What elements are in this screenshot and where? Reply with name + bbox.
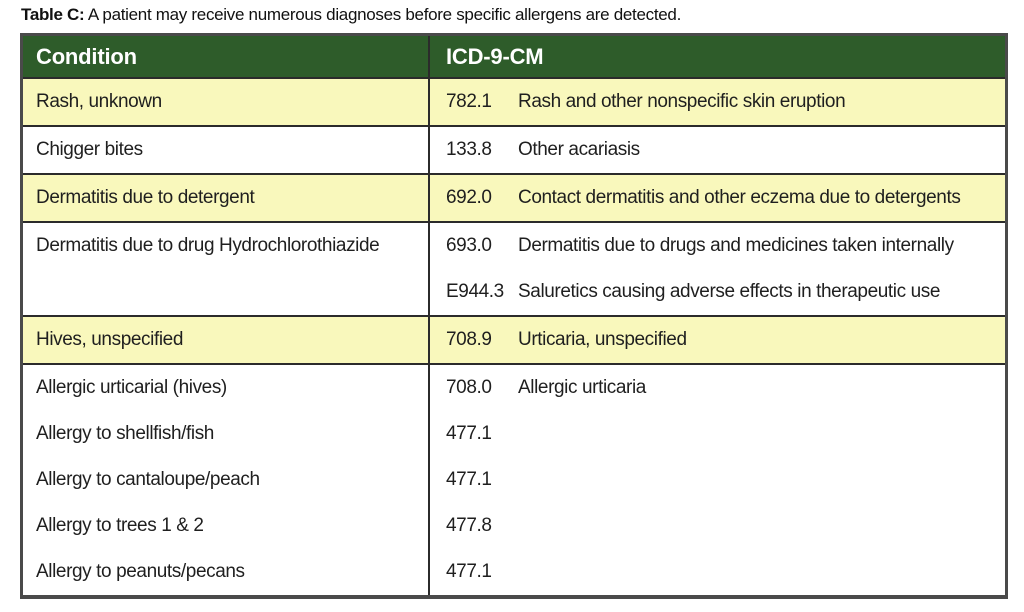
table-row-line: Hives, unspecified 708.9 Urticaria, unspec… — [23, 317, 1005, 363]
code-description-cell — [518, 503, 1005, 549]
table-row-line: E944.3 Saluretics causing adverse effects… — [23, 269, 1005, 315]
header-cell-icd9cm: ICD-9-CM — [446, 43, 544, 69]
table-row: Chigger bites 133.8 Other acariasis — [23, 125, 1005, 173]
condition-cell: Hives, unspecified — [23, 317, 430, 363]
table-row-line: Allergic urticarial (hives) 708.0 Allergic… — [23, 365, 1005, 411]
condition-cell: Dermatitis due to detergent — [23, 175, 430, 221]
icd-code-cell: 477.1 — [446, 423, 492, 444]
icd-code-cell: 133.8 — [446, 139, 492, 160]
condition-cell: Rash, unknown — [23, 79, 430, 125]
diagnosis-codes-table: Condition ICD-9-CM Rash, unknown 782.1 Ras… — [20, 33, 1008, 599]
icd-code-cell: 692.0 — [446, 187, 492, 208]
table-row: Allergic urticarial (hives) 708.0 Allergic… — [23, 363, 1005, 595]
table-caption: Table C: A patient may receive numerous … — [21, 5, 681, 25]
code-description-cell — [518, 457, 1005, 503]
table-caption-text: A patient may receive numerous diagnoses… — [87, 5, 681, 24]
code-description-cell — [518, 411, 1005, 457]
code-description-cell: Dermatitis due to drugs and medicines ta… — [518, 235, 954, 256]
table-caption-label: Table C: — [21, 5, 85, 24]
code-description-cell: Other acariasis — [518, 139, 640, 160]
icd-code-cell: 693.0 — [446, 235, 492, 256]
icd-code-cell: 708.9 — [446, 329, 492, 350]
condition-cell: Allergy to trees 1 & 2 — [23, 503, 430, 549]
table-row-line: Allergy to shellfish/fish 477.1 — [23, 411, 1005, 457]
condition-cell: Allergic urticarial (hives) — [23, 365, 430, 411]
code-description-cell — [518, 549, 1005, 595]
table-row-line: Allergy to trees 1 & 2 477.8 — [23, 503, 1005, 549]
table-row-line: Dermatitis due to detergent 692.0 Contact … — [23, 175, 1005, 221]
table-row-line: Dermatitis due to drug Hydrochlorothiazi… — [23, 223, 1005, 269]
condition-cell: Allergy to shellfish/fish — [23, 411, 430, 457]
table-row-line: Allergy to peanuts/pecans 477.1 — [23, 549, 1005, 595]
condition-cell — [23, 269, 430, 315]
condition-cell: Dermatitis due to drug Hydrochlorothiazi… — [23, 223, 430, 269]
icd-code-cell: E944.3 — [446, 281, 504, 302]
table-row-line: Allergy to cantaloupe/peach 477.1 — [23, 457, 1005, 503]
icd-code-cell: 477.1 — [446, 469, 492, 490]
condition-cell: Allergy to cantaloupe/peach — [23, 457, 430, 503]
icd-code-cell: 782.1 — [446, 91, 492, 112]
condition-cell: Allergy to peanuts/pecans — [23, 549, 430, 595]
table-row: Dermatitis due to detergent 692.0 Contact … — [23, 173, 1005, 221]
icd-code-cell: 708.0 — [446, 377, 492, 398]
condition-cell: Chigger bites — [23, 127, 430, 173]
code-description-cell: Contact dermatitis and other eczema due … — [518, 187, 961, 208]
code-description-cell: Allergic urticaria — [518, 377, 646, 398]
table-header-row: Condition ICD-9-CM — [23, 36, 1005, 79]
table-body: Rash, unknown 782.1 Rash and other nonspec… — [23, 79, 1005, 595]
table-row-line: Rash, unknown 782.1 Rash and other nonspec… — [23, 79, 1005, 125]
code-description-cell: Saluretics causing adverse effects in th… — [518, 281, 941, 302]
icd-code-cell: 477.1 — [446, 561, 492, 582]
code-description-cell: Urticaria, unspecified — [518, 329, 687, 350]
table-row: Hives, unspecified 708.9 Urticaria, unspec… — [23, 315, 1005, 363]
icd-code-cell: 477.8 — [446, 515, 492, 536]
table-row-line: Chigger bites 133.8 Other acariasis — [23, 127, 1005, 173]
table-row: Rash, unknown 782.1 Rash and other nonspec… — [23, 79, 1005, 125]
code-description-cell: Rash and other nonspecific skin eruption — [518, 91, 846, 112]
table-row: Dermatitis due to drug Hydrochlorothiazi… — [23, 221, 1005, 315]
header-cell-condition: Condition — [23, 36, 430, 77]
